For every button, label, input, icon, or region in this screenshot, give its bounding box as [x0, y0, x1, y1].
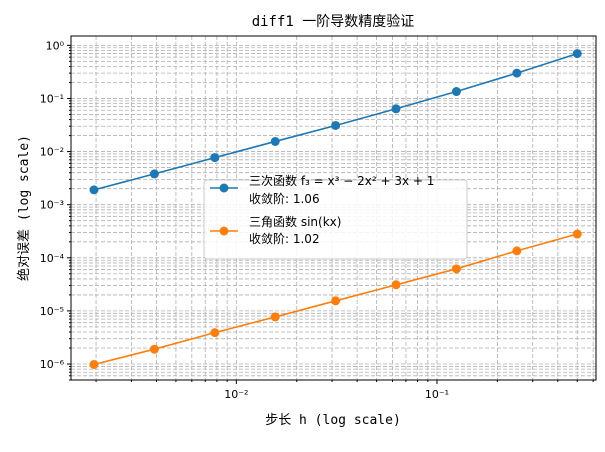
- y-tick-label: 10⁻⁴: [40, 252, 65, 265]
- series-1-point: [210, 153, 220, 163]
- y-tick-label: 10⁻⁶: [40, 358, 65, 371]
- legend-label-series-2: 三角函数 sin(kx): [249, 214, 341, 229]
- legend-marker-series-2: [219, 226, 229, 236]
- axis-ticks: 10⁻² 10⁻¹ 10⁰ 10⁻¹ 10⁻² 10⁻³ 10⁻⁴ 10⁻⁵ 10⁻⁶: [40, 39, 594, 401]
- series-1-point: [331, 120, 341, 130]
- x-tick-label: 10⁻¹: [425, 388, 449, 401]
- legend: 三次函数 f₃ = x³ − 2x² + 3x + 1 收敛阶: 1.06 三角…: [203, 173, 468, 260]
- plot-frame: [70, 35, 597, 381]
- chart-title: diff1 一阶导数精度验证: [252, 14, 415, 30]
- legend-order-series-2: 收敛阶: 1.02: [249, 231, 320, 246]
- series-2-point: [572, 229, 582, 239]
- y-tick-label: 10⁰: [46, 39, 65, 52]
- legend-box: [203, 179, 468, 260]
- legend-label-series-1: 三次函数 f₃ = x³ − 2x² + 3x + 1: [249, 173, 434, 188]
- series-2-point: [270, 312, 280, 322]
- y-tick-label: 10⁻⁵: [40, 305, 64, 318]
- y-axis-label: 绝对误差 (log scale): [16, 135, 32, 281]
- series-2-point: [451, 264, 461, 274]
- y-tick-label: 10⁻²: [40, 146, 64, 159]
- x-tick-label: 10⁻²: [224, 388, 248, 401]
- series-2-point: [89, 359, 99, 369]
- series-2-point: [512, 246, 522, 256]
- y-tick-label: 10⁻¹: [40, 92, 64, 105]
- data-series: [89, 49, 582, 369]
- series-1-point: [149, 169, 159, 179]
- series-2-point: [149, 344, 159, 354]
- series-2-point: [331, 296, 341, 306]
- series-2-point: [391, 280, 401, 290]
- series-1-point: [451, 87, 461, 97]
- series-1-point: [572, 49, 582, 59]
- legend-order-series-1: 收敛阶: 1.06: [249, 191, 320, 206]
- series-1-point: [270, 136, 280, 146]
- series-1-point: [89, 185, 99, 195]
- x-axis-label: 步长 h (log scale): [265, 413, 401, 428]
- y-tick-label: 10⁻³: [40, 199, 64, 212]
- series-1-point: [512, 68, 522, 78]
- series-1-point: [391, 104, 401, 114]
- series-2-point: [210, 328, 220, 338]
- legend-marker-series-1: [219, 183, 229, 193]
